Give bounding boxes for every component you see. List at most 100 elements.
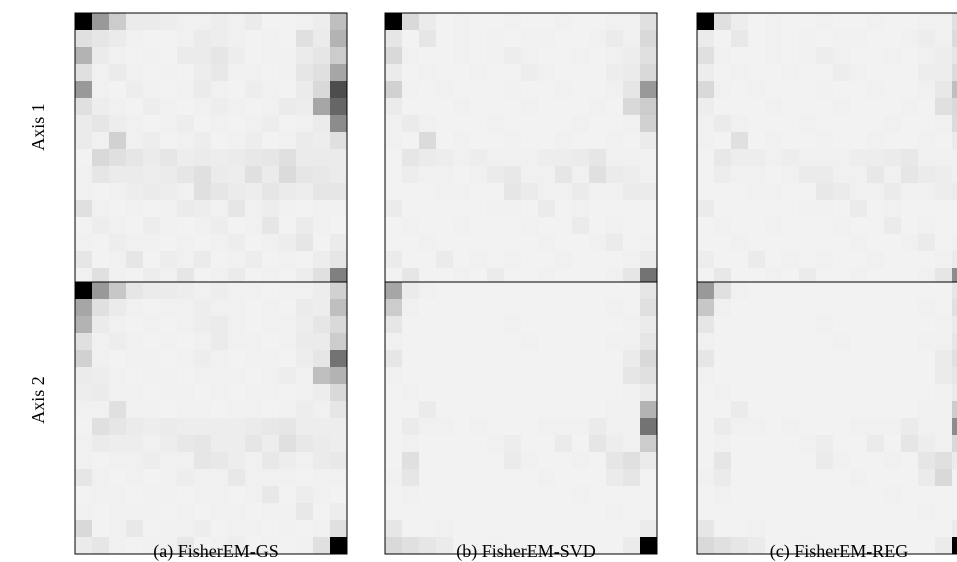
heatmap-cell [177, 200, 195, 218]
heatmap-cell [867, 268, 885, 286]
heatmap-cell [245, 115, 263, 133]
heatmap-cell [555, 401, 573, 419]
heatmap-cell [296, 81, 314, 99]
heatmap-cell [765, 217, 783, 235]
heatmap-cell [538, 299, 556, 317]
heatmap-cell [194, 200, 212, 218]
heatmap-cell [782, 234, 800, 252]
heatmap-cell [313, 166, 331, 184]
heatmap-cell [606, 486, 624, 504]
heatmap-cell [211, 64, 229, 82]
heatmap-cell [572, 469, 590, 487]
heatmap-cell [436, 333, 454, 351]
heatmap-cell [211, 418, 229, 436]
heatmap-cell [589, 268, 607, 286]
heatmap-cell [731, 268, 749, 286]
heatmap-cell [228, 13, 246, 31]
heatmap-cell [313, 367, 331, 385]
heatmap-cell [816, 316, 834, 334]
heatmap-cell [572, 333, 590, 351]
heatmap-cell [918, 234, 936, 252]
heatmap-cell [160, 234, 178, 252]
heatmap-cell [833, 234, 851, 252]
heatmap-cell [126, 13, 144, 31]
heatmap-cell [884, 350, 902, 368]
heatmap-cell [487, 401, 505, 419]
heatmap-cell [279, 520, 297, 538]
heatmap-cell [521, 537, 539, 555]
heatmap-cell [92, 268, 110, 286]
heatmap-cell [143, 200, 161, 218]
heatmap-cell [765, 166, 783, 184]
heatmap-cell [884, 217, 902, 235]
heatmap-cell [504, 115, 522, 133]
heatmap-cell [453, 520, 471, 538]
heatmap-cell [918, 149, 936, 167]
heatmap-cell [833, 149, 851, 167]
heatmap-cell [697, 98, 715, 116]
heatmap-cell [884, 537, 902, 555]
heatmap-cell [228, 401, 246, 419]
heatmap-cell [833, 13, 851, 31]
heatmap-cell [623, 200, 641, 218]
heatmap-cell [714, 98, 732, 116]
heatmap-cell [640, 98, 658, 116]
heatmap-panels [74, 12, 957, 555]
heatmap-cell [436, 132, 454, 150]
heatmap-cell [765, 435, 783, 453]
heatmap-cell [436, 183, 454, 201]
heatmap-cell [623, 234, 641, 252]
heatmap-cell [385, 251, 403, 269]
heatmap-cell [606, 166, 624, 184]
heatmap-cell [385, 200, 403, 218]
heatmap-cell [884, 115, 902, 133]
heatmap-cell [453, 98, 471, 116]
heatmap-cell [901, 486, 919, 504]
heatmap-cell [606, 537, 624, 555]
heatmap-cell [228, 299, 246, 317]
heatmap-cell [697, 537, 715, 555]
heatmap-cell [640, 384, 658, 402]
heatmap-cell [313, 251, 331, 269]
heatmap-cell [555, 469, 573, 487]
heatmap-cell [850, 81, 868, 99]
heatmap-cell [262, 384, 280, 402]
heatmap-cell [487, 418, 505, 436]
heatmap-cell [487, 98, 505, 116]
heatmap-cell [884, 316, 902, 334]
heatmap-cell [75, 537, 93, 555]
heatmap-cell [262, 13, 280, 31]
heatmap-cell [538, 149, 556, 167]
heatmap-cell [538, 503, 556, 521]
heatmap-cell [867, 486, 885, 504]
heatmap-cell [75, 333, 93, 351]
heatmap-cell [194, 537, 212, 555]
heatmap-cell [419, 299, 437, 317]
heatmap-cell [126, 333, 144, 351]
heatmap-cell [402, 268, 420, 286]
heatmap-cell [313, 384, 331, 402]
heatmap-cell [330, 98, 348, 116]
heatmap-cell [555, 251, 573, 269]
heatmap-cell [296, 435, 314, 453]
heatmap-cell [109, 234, 127, 252]
heatmap-cell [75, 234, 93, 252]
heatmap-cell [640, 64, 658, 82]
heatmap-cell [470, 268, 488, 286]
heatmap-cell [833, 418, 851, 436]
heatmap-cell [572, 200, 590, 218]
heatmap-cell [765, 64, 783, 82]
heatmap-cell [555, 13, 573, 31]
heatmap-cell [453, 503, 471, 521]
heatmap-cell [555, 333, 573, 351]
heatmap-cell [918, 469, 936, 487]
heatmap-cell [623, 166, 641, 184]
heatmap-cell [952, 503, 957, 521]
heatmap-cell [606, 115, 624, 133]
heatmap-cell [470, 183, 488, 201]
heatmap-cell [313, 47, 331, 65]
heatmap-cell [589, 486, 607, 504]
heatmap-cell [211, 149, 229, 167]
heatmap-cell [211, 13, 229, 31]
heatmap-cell [867, 537, 885, 555]
